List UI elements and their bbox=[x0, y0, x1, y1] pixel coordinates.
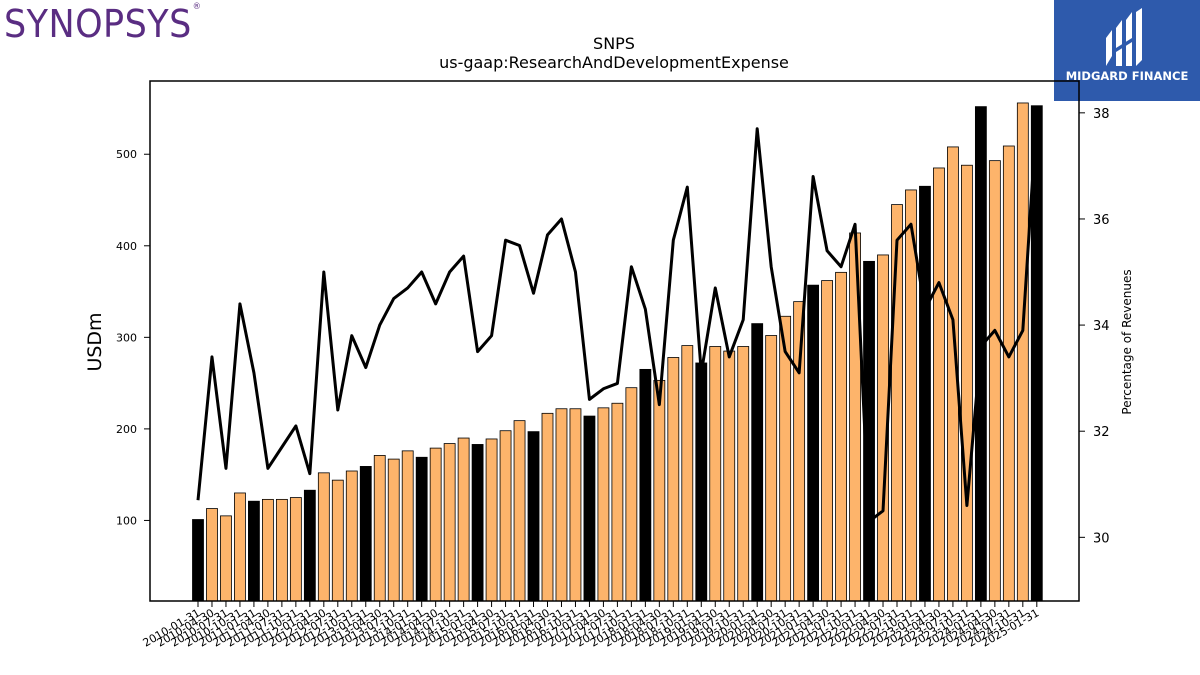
bar bbox=[597, 407, 610, 602]
bar bbox=[695, 362, 708, 602]
registered-mark: ® bbox=[192, 2, 202, 12]
midgard-logo-text: MIDGARD FINANCE bbox=[1065, 69, 1189, 83]
bar bbox=[765, 335, 778, 602]
bar bbox=[835, 271, 847, 602]
line-series bbox=[196, 112, 1039, 523]
bar bbox=[317, 472, 330, 602]
chart-subtitle: us-gaap:ResearchAndDevelopmentExpense bbox=[439, 53, 789, 72]
bar bbox=[625, 387, 638, 602]
bar bbox=[988, 160, 1001, 602]
y2-tick-label: 34 bbox=[1093, 319, 1110, 334]
bar bbox=[359, 466, 372, 602]
bar bbox=[737, 346, 750, 602]
bar bbox=[723, 350, 736, 602]
bar bbox=[1016, 102, 1029, 602]
bar bbox=[457, 437, 470, 602]
bar bbox=[471, 444, 484, 602]
y-tick-label: 500 bbox=[116, 148, 137, 161]
bar bbox=[919, 185, 931, 602]
bar bbox=[793, 301, 806, 602]
bar bbox=[751, 323, 764, 602]
bar bbox=[569, 408, 582, 602]
y2-tick-label: 38 bbox=[1093, 107, 1110, 122]
y-axis: 100 200 300 400 500 bbox=[116, 148, 150, 527]
bar bbox=[345, 470, 358, 602]
bar bbox=[220, 515, 232, 602]
percentage-line bbox=[196, 112, 1039, 523]
y2-axis-label: Percentage of Revenues bbox=[1120, 269, 1134, 414]
bar bbox=[303, 489, 316, 602]
bar bbox=[1002, 145, 1015, 602]
bar bbox=[667, 357, 680, 602]
y-tick-label: 200 bbox=[116, 423, 137, 436]
bar bbox=[443, 443, 456, 602]
bar bbox=[261, 498, 274, 602]
bar bbox=[541, 412, 554, 602]
bar bbox=[961, 164, 973, 602]
bar bbox=[583, 415, 596, 602]
y2-tick-label: 32 bbox=[1093, 425, 1110, 440]
bar bbox=[807, 284, 820, 602]
bar bbox=[611, 402, 624, 602]
bar bbox=[709, 346, 722, 602]
chart-title: SNPS bbox=[593, 34, 635, 53]
bar bbox=[555, 408, 568, 602]
bar bbox=[275, 498, 288, 602]
bar bbox=[499, 430, 512, 602]
bar bbox=[639, 368, 652, 602]
bar bbox=[653, 379, 666, 602]
y-tick-label: 100 bbox=[116, 514, 137, 527]
y-tick-label: 300 bbox=[116, 331, 137, 344]
bar bbox=[248, 500, 260, 602]
bar bbox=[415, 456, 428, 602]
bar bbox=[387, 458, 400, 602]
bar bbox=[485, 438, 498, 602]
y2-axis: 30 32 34 36 38 bbox=[1079, 107, 1110, 546]
bar bbox=[192, 519, 204, 602]
y2-tick-label: 36 bbox=[1093, 213, 1110, 228]
x-axis: 2010-01-312010-04-302010-07-312010-10-31… bbox=[141, 601, 1041, 650]
midgard-logo-icon bbox=[1106, 8, 1142, 66]
bar bbox=[373, 455, 386, 602]
bar bbox=[234, 492, 246, 602]
y-axis-label: USDm bbox=[84, 312, 106, 371]
bar bbox=[331, 479, 344, 602]
synopsys-logo: SYNOPSYS® bbox=[4, 2, 201, 46]
y2-tick-label: 30 bbox=[1093, 531, 1110, 546]
synopsys-logo-text: SYNOPSYS bbox=[4, 2, 192, 46]
bar bbox=[429, 447, 442, 602]
bar bbox=[513, 420, 526, 602]
bar bbox=[681, 345, 694, 602]
bar bbox=[933, 167, 945, 602]
y-tick-label: 400 bbox=[116, 240, 137, 253]
bar bbox=[289, 497, 302, 602]
bar bbox=[527, 431, 540, 602]
plot-frame bbox=[149, 80, 1080, 602]
bar-series bbox=[192, 102, 1043, 602]
bar bbox=[401, 450, 414, 602]
bar bbox=[821, 280, 833, 602]
bar bbox=[206, 508, 218, 602]
